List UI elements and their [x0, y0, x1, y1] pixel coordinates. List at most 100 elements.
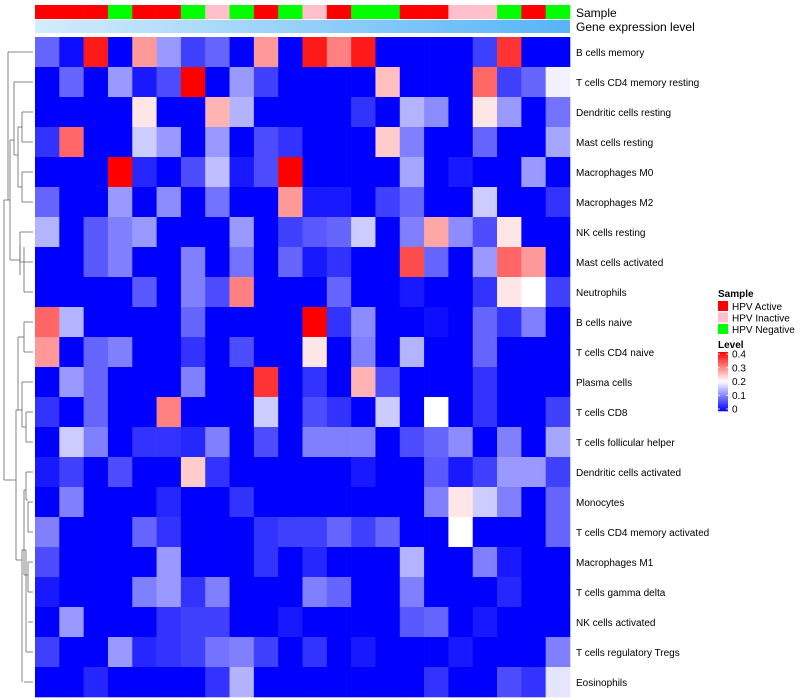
heatmap-cell	[424, 307, 449, 338]
heatmap-cell	[424, 367, 449, 398]
level-legend-bar	[718, 371, 728, 374]
heatmap-cell	[229, 397, 255, 428]
heatmap-cell	[448, 577, 474, 608]
heatmap-cell	[229, 277, 255, 308]
heatmap-cell	[229, 487, 255, 518]
heatmap-cell	[448, 337, 474, 368]
heatmap-cell	[107, 517, 133, 548]
heatmap-cell	[180, 517, 206, 548]
heatmap-cell	[497, 367, 522, 398]
heatmap-cell	[424, 277, 449, 308]
heatmap-cell	[326, 247, 352, 278]
heatmap-cell	[107, 67, 133, 98]
expression-track-label: Gene expression level	[576, 20, 695, 34]
heatmap-cell	[59, 667, 84, 698]
heatmap-cell	[375, 547, 401, 578]
heatmap-cell	[180, 577, 206, 608]
sample-legend-label: HPV Active	[732, 302, 782, 313]
heatmap-cell	[229, 607, 255, 638]
heatmap-cell	[375, 277, 401, 308]
heatmap-cell	[180, 217, 206, 248]
heatmap-cell	[278, 547, 303, 578]
heatmap-cell	[448, 517, 474, 548]
level-legend-bar	[718, 369, 728, 372]
sample-annotation-cell	[424, 5, 449, 19]
heatmap-cell	[302, 217, 328, 248]
heatmap-cell	[229, 637, 255, 668]
heatmap-cell	[497, 427, 522, 458]
heatmap-cell	[326, 637, 352, 668]
heatmap-cell	[521, 547, 546, 578]
heatmap-cell	[107, 577, 133, 608]
sample-annotation-cell	[180, 5, 206, 19]
heatmap-cell	[132, 37, 157, 68]
heatmap-cell	[521, 517, 546, 548]
heatmap-cell	[448, 487, 474, 518]
heatmap-cell	[326, 517, 352, 548]
heatmap-cell	[424, 97, 449, 128]
heatmap-cell	[205, 277, 230, 308]
heatmap-cell	[375, 667, 401, 698]
row-label: T cells CD4 memory activated	[576, 528, 709, 539]
level-legend-tick-label: 0.1	[732, 391, 746, 402]
heatmap-cell	[326, 457, 352, 488]
heatmap-cell	[253, 157, 279, 188]
heatmap-cell	[180, 97, 206, 128]
level-legend-bar	[718, 361, 728, 365]
heatmap-cell	[205, 487, 230, 518]
heatmap-cell	[472, 157, 498, 188]
sample-annotation-cell	[83, 5, 109, 19]
heatmap-cell	[545, 457, 571, 488]
heatmap-cell	[253, 247, 279, 278]
heatmap-cell	[351, 127, 376, 158]
heatmap-cell	[205, 67, 230, 98]
heatmap-cell	[35, 637, 60, 668]
heatmap-cell	[302, 97, 328, 128]
heatmap-cell	[156, 517, 182, 548]
heatmap-cell	[351, 367, 376, 398]
level-legend-bar	[718, 407, 728, 410]
heatmap-cell	[253, 457, 279, 488]
heatmap-cell	[278, 127, 303, 158]
heatmap-cell	[424, 37, 449, 68]
sample-track-label: Sample	[576, 6, 617, 20]
heatmap-cell	[132, 637, 157, 668]
sample-annotation-cell	[132, 5, 157, 19]
heatmap-cell	[545, 217, 571, 248]
heatmap-cell	[278, 157, 303, 188]
heatmap-cell	[205, 37, 230, 68]
heatmap-cell	[448, 637, 474, 668]
heatmap-cell	[375, 397, 401, 428]
level-legend-bar	[718, 379, 728, 382]
heatmap-cell	[35, 367, 60, 398]
heatmap-cell	[205, 367, 230, 398]
heatmap-cell	[521, 397, 546, 428]
heatmap-cell	[83, 517, 109, 548]
sample-annotation-cell	[497, 5, 522, 19]
level-legend-bar	[718, 401, 728, 404]
heatmap-cell	[302, 457, 328, 488]
heatmap-cell	[545, 127, 571, 158]
heatmap-cell	[180, 547, 206, 578]
heatmap-cell	[107, 457, 133, 488]
heatmap-cell	[156, 487, 182, 518]
heatmap-cell	[351, 67, 376, 98]
heatmap-cell	[278, 217, 303, 248]
heatmap-cell	[424, 67, 449, 98]
heatmap-cell	[59, 277, 84, 308]
heatmap-cell	[302, 307, 328, 338]
heatmap-cell	[278, 97, 303, 128]
level-legend-tick-label: 0.4	[732, 350, 746, 361]
heatmap-cell	[107, 637, 133, 668]
heatmap-cell	[180, 397, 206, 428]
heatmap-cell	[351, 457, 376, 488]
heatmap-cell	[424, 127, 449, 158]
heatmap-cell	[253, 277, 279, 308]
heatmap-cell	[399, 547, 425, 578]
heatmap-cell	[132, 337, 157, 368]
heatmap-cell	[521, 277, 546, 308]
level-legend-bar	[718, 381, 728, 384]
heatmap-cell	[156, 547, 182, 578]
heatmap-cell	[107, 127, 133, 158]
heatmap-cell	[156, 427, 182, 458]
